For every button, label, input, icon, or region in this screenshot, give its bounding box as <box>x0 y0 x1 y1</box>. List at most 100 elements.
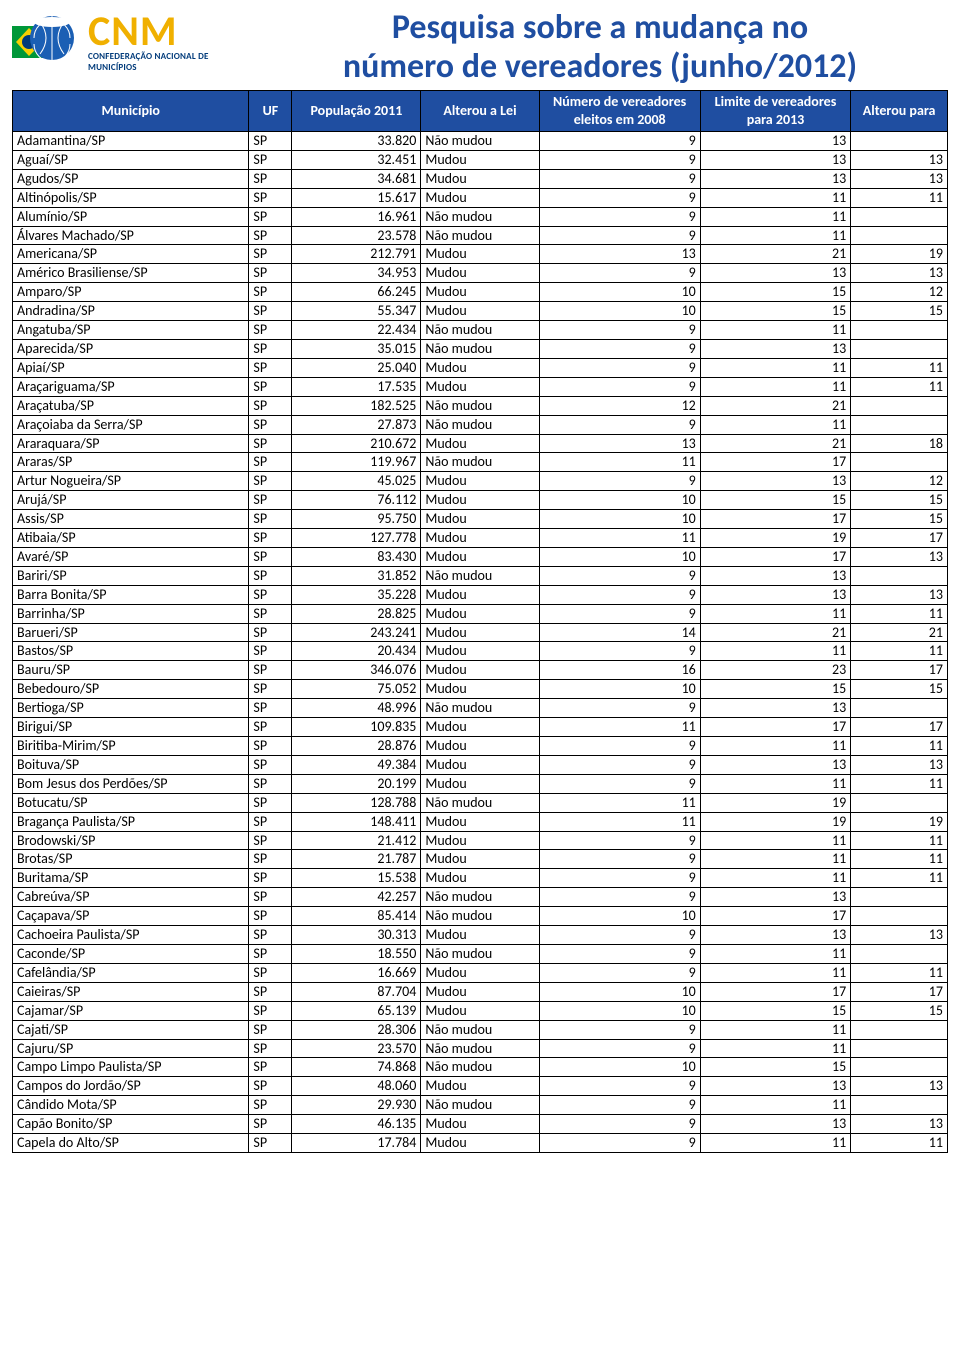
table-row: Agudos/SPSP34.681Mudou91313 <box>13 169 948 188</box>
table-cell: Não mudou <box>421 888 539 907</box>
table-cell: 76.112 <box>292 491 421 510</box>
table-cell: SP <box>249 774 292 793</box>
table-cell: Cachoeira Paulista/SP <box>13 926 249 945</box>
table-cell: Mudou <box>421 737 539 756</box>
table-cell: 12 <box>851 472 948 491</box>
table-cell: SP <box>249 1058 292 1077</box>
table-cell: 9 <box>539 604 700 623</box>
table-cell: 12 <box>539 396 700 415</box>
table-cell: SP <box>249 888 292 907</box>
table-cell: 55.347 <box>292 302 421 321</box>
table-cell: Mudou <box>421 377 539 396</box>
table-cell: 9 <box>539 585 700 604</box>
table-cell: 212.791 <box>292 245 421 264</box>
table-cell: 11 <box>851 850 948 869</box>
table-cell: Não mudou <box>421 453 539 472</box>
table-cell: SP <box>249 1134 292 1153</box>
table-cell: 13 <box>851 264 948 283</box>
table-cell: SP <box>249 264 292 283</box>
table-cell: Biritiba-Mirim/SP <box>13 737 249 756</box>
table-cell: Birigui/SP <box>13 718 249 737</box>
table-cell: Mudou <box>421 774 539 793</box>
table-cell: 9 <box>539 169 700 188</box>
table-cell: Mudou <box>421 585 539 604</box>
table-cell: Mudou <box>421 642 539 661</box>
table-row: Cajamar/SPSP65.139Mudou101515 <box>13 1001 948 1020</box>
table-cell: Mudou <box>421 869 539 888</box>
table-cell: 45.025 <box>292 472 421 491</box>
table-cell: 83.430 <box>292 547 421 566</box>
table-cell: 127.778 <box>292 529 421 548</box>
table-cell: 9 <box>539 472 700 491</box>
table-cell: Mudou <box>421 755 539 774</box>
table-cell: SP <box>249 755 292 774</box>
table-cell: 20.199 <box>292 774 421 793</box>
table-cell: 28.825 <box>292 604 421 623</box>
table-cell: Avaré/SP <box>13 547 249 566</box>
table-cell: Bragança Paulista/SP <box>13 812 249 831</box>
table-cell <box>851 207 948 226</box>
table-cell: SP <box>249 529 292 548</box>
table-cell: 109.835 <box>292 718 421 737</box>
table-cell <box>851 321 948 340</box>
table-cell: Mudou <box>421 982 539 1001</box>
table-cell: 46.135 <box>292 1115 421 1134</box>
table-cell: Americana/SP <box>13 245 249 264</box>
table-cell <box>851 1058 948 1077</box>
table-cell: SP <box>249 850 292 869</box>
table-cell: Caconde/SP <box>13 944 249 963</box>
table-cell: 11 <box>851 1134 948 1153</box>
table-row: Barra Bonita/SPSP35.228Mudou91313 <box>13 585 948 604</box>
table-cell: 9 <box>539 1134 700 1153</box>
table-cell: 11 <box>539 529 700 548</box>
table-cell: 9 <box>539 264 700 283</box>
table-row: Atibaia/SPSP127.778Mudou111917 <box>13 529 948 548</box>
table-cell: 9 <box>539 737 700 756</box>
table-cell: 128.788 <box>292 793 421 812</box>
table-cell: 14 <box>539 623 700 642</box>
table-cell: Altinópolis/SP <box>13 188 249 207</box>
table-cell: 13 <box>700 585 850 604</box>
table-row: Biritiba-Mirim/SPSP28.876Mudou91111 <box>13 737 948 756</box>
table-cell: Mudou <box>421 491 539 510</box>
table-row: Brodowski/SPSP21.412Mudou91111 <box>13 831 948 850</box>
table-cell: Mudou <box>421 358 539 377</box>
table-cell: Araçariguama/SP <box>13 377 249 396</box>
table-cell: Boituva/SP <box>13 755 249 774</box>
table-cell <box>851 888 948 907</box>
table-cell: 9 <box>539 831 700 850</box>
table-cell: 10 <box>539 302 700 321</box>
table-cell: Mudou <box>421 283 539 302</box>
table-cell: 13 <box>700 926 850 945</box>
table-cell: 18 <box>851 434 948 453</box>
table-row: Bom Jesus dos Perdões/SPSP20.199Mudou911… <box>13 774 948 793</box>
table-cell: 10 <box>539 283 700 302</box>
table-cell: Aparecida/SP <box>13 339 249 358</box>
table-cell: SP <box>249 1001 292 1020</box>
table-row: Altinópolis/SPSP15.617Mudou91111 <box>13 188 948 207</box>
table-cell: Não mudou <box>421 321 539 340</box>
table-cell: Assis/SP <box>13 510 249 529</box>
table-cell: 15.538 <box>292 869 421 888</box>
table-cell: 11 <box>539 718 700 737</box>
table-cell: 17 <box>851 982 948 1001</box>
table-cell: 11 <box>700 850 850 869</box>
table-cell: Atibaia/SP <box>13 529 249 548</box>
table-cell: 13 <box>851 585 948 604</box>
table-cell: Mudou <box>421 510 539 529</box>
table-cell: 17 <box>700 718 850 737</box>
table-cell: SP <box>249 907 292 926</box>
table-cell: 18.550 <box>292 944 421 963</box>
table-row: Araçariguama/SPSP17.535Mudou91111 <box>13 377 948 396</box>
table-cell: SP <box>249 566 292 585</box>
table-cell: Mudou <box>421 188 539 207</box>
table-cell: Não mudou <box>421 1096 539 1115</box>
table-cell: 11 <box>700 737 850 756</box>
table-cell: Capela do Alto/SP <box>13 1134 249 1153</box>
table-cell: Mudou <box>421 812 539 831</box>
table-cell: Bertioga/SP <box>13 699 249 718</box>
table-cell: 11 <box>700 207 850 226</box>
table-cell <box>851 132 948 151</box>
table-cell: Adamantina/SP <box>13 132 249 151</box>
table-cell: 10 <box>539 1058 700 1077</box>
